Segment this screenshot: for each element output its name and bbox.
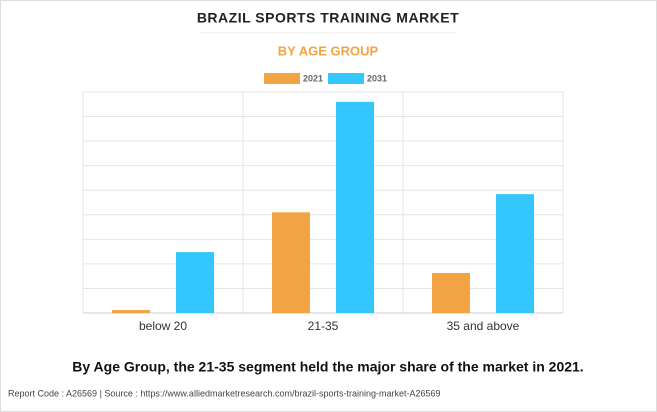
- legend-swatch: [264, 73, 300, 84]
- bar: [432, 272, 470, 313]
- legend-label: 2031: [367, 73, 387, 83]
- chart-subtitle: BY AGE GROUP: [278, 43, 379, 58]
- caption: By Age Group, the 21-35 segment held the…: [72, 359, 583, 375]
- legend-swatch: [328, 73, 364, 84]
- x-tick-label: 35 and above: [447, 319, 520, 333]
- bar: [176, 252, 214, 313]
- bar: [272, 212, 310, 313]
- bar: [496, 194, 534, 313]
- x-tick-label: 21-35: [308, 319, 339, 333]
- legend-label: 2021: [303, 73, 323, 83]
- bar: [336, 101, 374, 313]
- bar: [112, 310, 150, 313]
- footer: Report Code : A26569 | Source : https://…: [8, 388, 441, 398]
- x-tick-label: below 20: [139, 319, 187, 333]
- chart-title: BRAZIL SPORTS TRAINING MARKET: [197, 10, 459, 26]
